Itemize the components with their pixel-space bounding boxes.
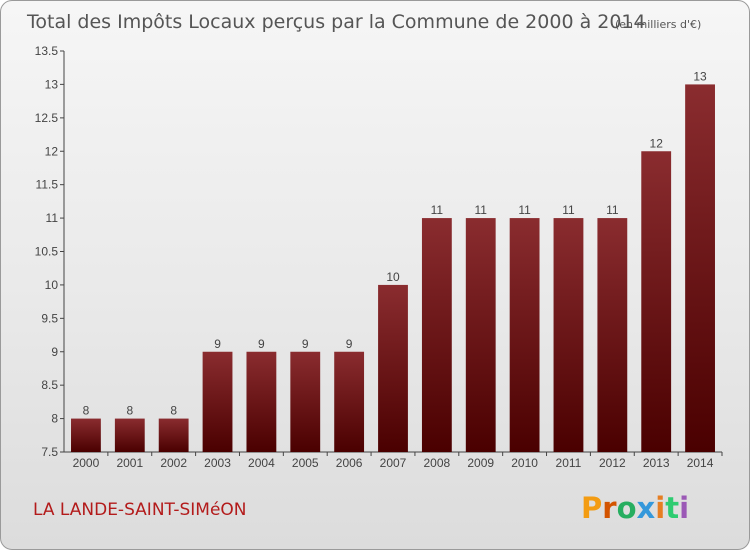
bar-2002 — [158, 418, 189, 452]
value-label-2002: 8 — [170, 404, 177, 418]
value-label-2009: 11 — [474, 203, 487, 217]
x-tick-label-2006: 2006 — [336, 456, 363, 470]
value-label-2010: 11 — [518, 203, 531, 217]
bar-2013 — [641, 151, 672, 452]
y-ticks: 7.5 8 8.5 9 9.5 10 10.5 11 11.5 12 12.5 13 13.5 — [35, 44, 64, 459]
bar-2009 — [465, 218, 496, 452]
bar-2006 — [334, 351, 365, 452]
x-tick-label-2014: 2014 — [687, 456, 714, 470]
y-tick-label: 7.5 — [41, 445, 58, 459]
bar-2004 — [246, 351, 277, 452]
chart-title: Total des Impôts Locaux perçus par la Co… — [26, 11, 701, 33]
value-label-2012: 11 — [606, 203, 619, 217]
x-tick-label-2007: 2007 — [380, 456, 407, 470]
y-tick-label: 12 — [45, 144, 59, 158]
bar-2000 — [71, 418, 101, 452]
logo-letter: i — [655, 491, 665, 525]
bar-2014 — [685, 84, 715, 453]
value-label-2005: 9 — [302, 337, 309, 351]
value-label-2006: 9 — [346, 337, 353, 351]
x-tick-label-2001: 2001 — [116, 456, 143, 470]
proxiti-logo-text: Proxiti — [581, 491, 689, 525]
commune-name: LA LANDE-SAINT-SIMéON — [33, 500, 247, 520]
y-tick-label: 11 — [46, 211, 59, 225]
x-tick-label-2012: 2012 — [599, 456, 626, 470]
logo-letter: x — [637, 491, 656, 525]
proxiti-logo: Proxiti — [581, 491, 689, 525]
logo-letter: i — [679, 491, 689, 525]
value-label-2007: 10 — [386, 270, 400, 284]
bars — [71, 84, 715, 453]
logo-letter: o — [617, 491, 637, 525]
bar-2008 — [421, 218, 452, 452]
y-tick-label: 9 — [51, 345, 58, 359]
value-label-2008: 11 — [431, 203, 444, 217]
bar-2001 — [114, 418, 145, 452]
x-tick-label-2009: 2009 — [467, 456, 494, 470]
y-tick-label: 13 — [45, 77, 59, 91]
y-tick-label: 11.5 — [36, 178, 59, 192]
y-tick-label: 12.5 — [35, 111, 59, 125]
value-label-2014: 13 — [693, 69, 707, 83]
value-label-2004: 9 — [258, 337, 265, 351]
chart-title-text: Total des Impôts Locaux perçus par la Co… — [26, 11, 646, 33]
y-tick-label: 10 — [45, 278, 59, 292]
x-tick-label-2000: 2000 — [73, 456, 100, 470]
bar-2003 — [202, 351, 233, 452]
x-tick-label-2010: 2010 — [511, 456, 538, 470]
x-tick-label-2003: 2003 — [204, 456, 231, 470]
bar-2011 — [553, 218, 584, 452]
y-tick-label: 10.5 — [35, 245, 59, 259]
logo-letter: r — [602, 491, 617, 525]
x-tick-label-2011: 2011 — [556, 456, 582, 470]
logo-letter: P — [581, 491, 602, 525]
x-tick-label-2004: 2004 — [248, 456, 275, 470]
y-tick-label: 8 — [51, 412, 58, 426]
value-labels: 8 8 8 9 9 9 9 10 11 11 11 11 11 12 13 — [83, 69, 707, 417]
value-label-2003: 9 — [214, 337, 221, 351]
value-label-2013: 12 — [650, 136, 664, 150]
value-label-2011: 11 — [562, 203, 575, 217]
x-tick-label-2002: 2002 — [160, 456, 187, 470]
chart-subtitle-text: (en milliers d'€) — [615, 18, 701, 31]
logo-letter: t — [665, 491, 679, 525]
y-tick-label: 9.5 — [41, 311, 58, 325]
y-tick-label: 13.5 — [35, 44, 59, 58]
bar-2007 — [378, 284, 408, 452]
x-tick-label-2008: 2008 — [424, 456, 451, 470]
bar-2005 — [290, 351, 321, 452]
value-label-2000: 8 — [83, 404, 90, 418]
y-tick-label: 8.5 — [41, 378, 58, 392]
x-tick-label-2013: 2013 — [643, 456, 670, 470]
x-tick-label-2005: 2005 — [292, 456, 319, 470]
bar-2012 — [597, 218, 628, 452]
value-label-2001: 8 — [126, 404, 133, 418]
bar-2010 — [509, 218, 540, 452]
x-ticks: 2000 2001 2002 2003 2004 2005 2006 2007 2008 2009… — [73, 452, 723, 470]
